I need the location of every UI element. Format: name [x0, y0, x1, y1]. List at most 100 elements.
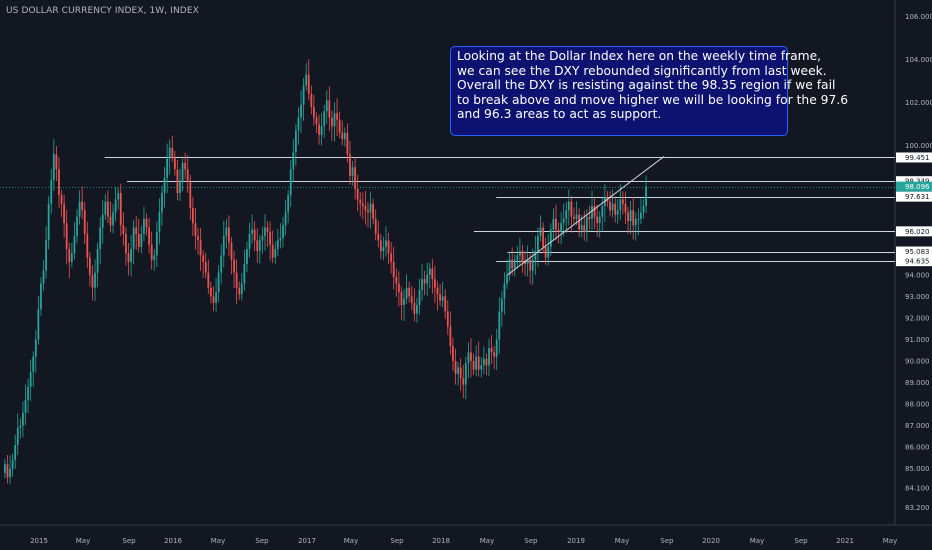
candle-body [426, 274, 429, 284]
x-tick-label: Sep [794, 537, 808, 545]
candle-body [498, 311, 501, 340]
candle-body [220, 255, 223, 273]
candle-body [580, 225, 583, 230]
candle-body [449, 326, 452, 346]
candle-body [372, 203, 375, 219]
candle-body [29, 371, 32, 387]
candle-body [14, 444, 17, 461]
candle-body [130, 249, 132, 262]
candle-body [336, 113, 338, 120]
candle-body [114, 199, 117, 213]
candle-body [441, 296, 444, 301]
candle-body [222, 236, 225, 256]
level-price-tag [896, 191, 932, 202]
candle-body [403, 298, 405, 305]
candle-body [616, 210, 619, 215]
candle-body [320, 126, 323, 135]
candle-body [464, 363, 467, 385]
candle-body [70, 253, 73, 262]
candle-body [377, 233, 380, 241]
x-tick-label: May [480, 537, 494, 545]
candle-body [539, 227, 542, 237]
candle-body [238, 287, 241, 295]
candle-body [318, 124, 320, 135]
candle-body [387, 240, 390, 254]
candle-body [331, 117, 333, 127]
candle-body [578, 214, 581, 230]
analysis-note: Looking at the Dollar Index here on the … [450, 46, 849, 136]
level-price-tag [896, 256, 932, 267]
candle-body [99, 227, 102, 250]
candle-body [480, 365, 483, 370]
candle-body [524, 261, 526, 265]
candle-body [482, 358, 485, 366]
candle-body [148, 227, 150, 245]
candle-body [153, 255, 156, 260]
candle-body [506, 274, 508, 284]
candle-body [261, 236, 264, 241]
candle-body [155, 231, 158, 256]
candle-body [269, 231, 272, 245]
candle-body [68, 249, 71, 262]
candle-body [168, 147, 171, 159]
x-tick-label: Sep [255, 537, 269, 545]
candle-body [6, 464, 9, 478]
candle-body [619, 199, 622, 211]
candle-body [135, 227, 138, 234]
candle-body [624, 203, 627, 213]
x-tick-label: May [76, 537, 90, 545]
candle-body [143, 218, 145, 234]
candle-body [529, 259, 532, 271]
note-line: Overall the DXY is resisting against the… [457, 78, 836, 93]
candle-body [37, 309, 40, 340]
candle-body [191, 208, 194, 224]
chart-title: US DOLLAR CURRENCY INDEX, 1W, INDEX [6, 6, 199, 16]
candle-body [495, 339, 498, 357]
candle-body [356, 188, 359, 200]
note-line: we can see the DXY rebounded significant… [457, 63, 827, 78]
candle-body [101, 214, 104, 228]
candle-body [462, 378, 465, 385]
candle-body [202, 255, 205, 262]
candle-body [431, 268, 434, 280]
candle-body [310, 93, 313, 107]
candle-body [503, 283, 506, 299]
candle-body [452, 345, 454, 361]
candle-body [230, 242, 233, 260]
candle-body [125, 233, 127, 254]
candle-body [408, 287, 411, 297]
candle-body [490, 348, 493, 353]
candle-body [493, 352, 496, 357]
candle-body [240, 283, 243, 295]
candle-body [117, 193, 120, 200]
price-tag-label: 95.083 [905, 248, 930, 256]
note-line: Looking at the Dollar Index here on the … [457, 49, 822, 63]
price-tag-label: 97.631 [905, 193, 930, 201]
candle-body [127, 253, 130, 262]
candle-body [137, 233, 140, 247]
candle-body [341, 132, 344, 140]
price-axis: 106.000 104.000 102.000 100.000 94.000 93.000… [896, 13, 932, 512]
candle-body [354, 167, 356, 189]
candle-body [511, 259, 514, 269]
price-tag-label: 96.020 [905, 228, 930, 236]
candle-body [457, 367, 459, 374]
candle-body [258, 240, 261, 252]
candle-body [297, 117, 300, 131]
level-price-tag [896, 152, 932, 163]
candle-body [444, 296, 447, 312]
horizontal-levels [0, 157, 895, 262]
candle-body [158, 212, 161, 232]
note-line: to break above and move higher we will b… [457, 92, 849, 107]
candle-body [104, 201, 107, 215]
candle-body [24, 399, 27, 413]
candle-body [374, 218, 377, 234]
candle-body [500, 298, 503, 312]
x-tick-label: May [883, 537, 897, 545]
candle-body [392, 261, 395, 277]
candle-body [19, 425, 22, 428]
candle-body [549, 229, 552, 247]
candle-body [470, 352, 472, 361]
candle-body [591, 205, 593, 219]
